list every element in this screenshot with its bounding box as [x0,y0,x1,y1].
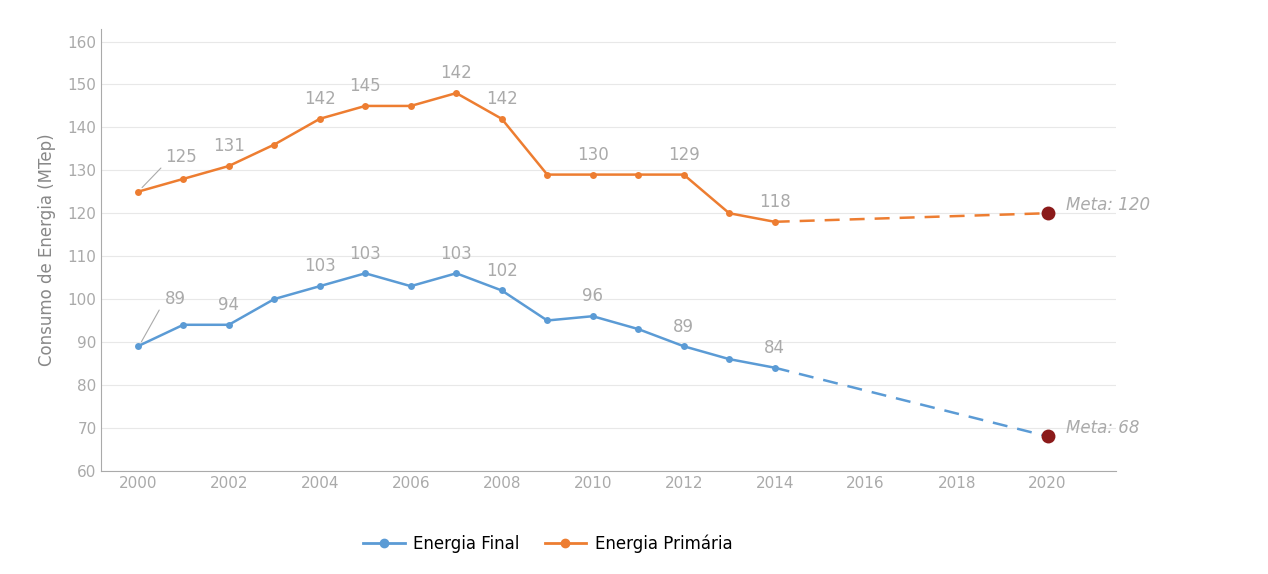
Y-axis label: Consumo de Energia (MTep): Consumo de Energia (MTep) [38,133,57,366]
Text: 103: 103 [350,245,382,262]
Text: 84: 84 [765,339,785,357]
Text: 131: 131 [213,137,245,156]
Legend: Energia Final, Energia Primária: Energia Final, Energia Primária [356,528,739,560]
Text: 103: 103 [304,257,336,276]
Text: 129: 129 [668,146,700,164]
Text: 125: 125 [165,148,197,166]
Text: 142: 142 [304,90,336,108]
Text: Meta: 120: Meta: 120 [1066,196,1150,214]
Text: 89: 89 [165,290,186,308]
Text: 145: 145 [350,77,382,95]
Text: 103: 103 [440,245,472,262]
Text: 94: 94 [218,296,240,314]
Text: 142: 142 [486,90,517,108]
Text: 130: 130 [577,146,609,164]
Text: 96: 96 [582,288,604,305]
Text: Meta: 68: Meta: 68 [1066,419,1140,437]
Text: 118: 118 [758,193,790,211]
Text: 142: 142 [440,64,472,82]
Text: 89: 89 [673,317,694,336]
Text: 102: 102 [486,262,517,280]
